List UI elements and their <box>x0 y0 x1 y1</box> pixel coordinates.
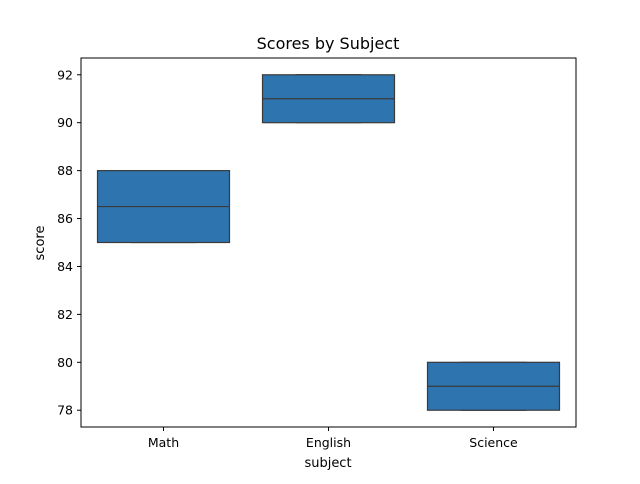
x-tick-label-math: Math <box>148 435 179 450</box>
x-tick-label-english: English <box>306 435 351 450</box>
plot-area: 78 80 82 84 86 88 90 92 Math English Science <box>57 57 577 450</box>
y-tick-label-84: 84 <box>57 259 73 274</box>
y-tick-label-86: 86 <box>57 211 73 226</box>
y-axis-title: score <box>33 226 48 261</box>
y-tick-label-80: 80 <box>57 355 73 370</box>
x-tick-label-science: Science <box>469 435 518 450</box>
x-axis-title: subject <box>304 456 351 471</box>
y-tick-label-82: 82 <box>57 307 73 322</box>
chart-title: Scores by Subject <box>257 34 400 53</box>
y-tick-label-92: 92 <box>57 67 73 82</box>
y-tick-label-90: 90 <box>57 115 73 130</box>
y-tick-label-88: 88 <box>57 163 73 178</box>
y-tick-label-78: 78 <box>57 403 73 418</box>
